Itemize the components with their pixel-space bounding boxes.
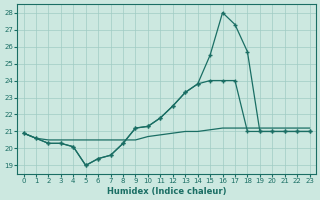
- X-axis label: Humidex (Indice chaleur): Humidex (Indice chaleur): [107, 187, 226, 196]
